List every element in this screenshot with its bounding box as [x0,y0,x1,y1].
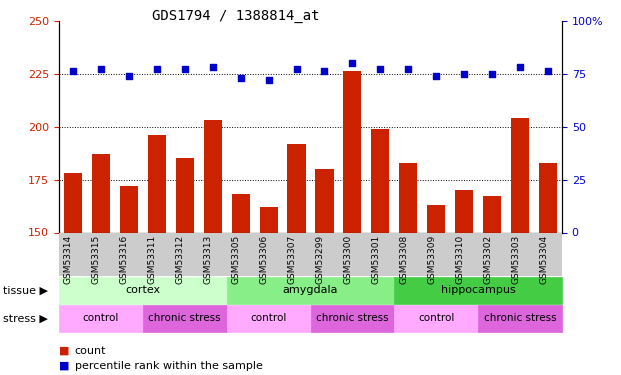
Point [292,66,302,72]
Bar [288,144,306,375]
Bar [204,120,222,375]
Point [431,73,441,79]
Point [152,66,161,72]
Bar [260,207,278,375]
Text: GSM53309: GSM53309 [427,234,436,284]
Point [487,70,497,76]
Text: GSM53306: GSM53306 [260,234,268,284]
Text: GSM53300: GSM53300 [343,234,353,284]
Bar [232,194,250,375]
Bar [539,163,557,375]
Text: GDS1794 / 1388814_at: GDS1794 / 1388814_at [152,9,320,23]
Text: GSM53307: GSM53307 [288,234,297,284]
Text: GSM53305: GSM53305 [232,234,241,284]
Point [68,69,78,75]
Bar [315,169,333,375]
Point [543,69,553,75]
Text: stress ▶: stress ▶ [3,314,48,323]
Point [404,66,414,72]
Text: GSM53315: GSM53315 [92,234,101,284]
Text: GSM53310: GSM53310 [455,234,465,284]
Text: GSM53302: GSM53302 [483,234,492,284]
Text: GSM53301: GSM53301 [371,234,380,284]
Bar [455,190,473,375]
Text: control: control [83,314,119,323]
Text: chronic stress: chronic stress [484,314,556,323]
Text: GSM53299: GSM53299 [315,234,325,284]
Point [207,64,217,70]
Text: GSM53308: GSM53308 [399,234,409,284]
Bar [399,163,417,375]
Bar [120,186,138,375]
Point [515,64,525,70]
Bar [92,154,110,375]
Point [348,60,358,66]
Point [459,70,469,76]
Bar [371,129,389,375]
Point [235,75,245,81]
Text: chronic stress: chronic stress [316,314,389,323]
Text: GSM53313: GSM53313 [204,234,212,284]
Point [124,73,134,79]
Text: percentile rank within the sample: percentile rank within the sample [75,361,263,370]
Text: hippocampus: hippocampus [441,285,515,295]
Text: count: count [75,346,106,355]
Point [263,77,273,83]
Bar [176,158,194,375]
Bar [148,135,166,375]
Bar [511,118,529,375]
Text: ■: ■ [59,361,70,370]
Bar [483,196,501,375]
Point [375,66,385,72]
Text: amygdala: amygdala [283,285,338,295]
Text: ■: ■ [59,346,70,355]
Bar [427,205,445,375]
Text: control: control [250,314,287,323]
Bar [64,173,82,375]
Text: GSM53314: GSM53314 [64,234,73,284]
Text: control: control [418,314,455,323]
Text: GSM53311: GSM53311 [148,234,157,284]
Text: GSM53316: GSM53316 [120,234,129,284]
Point [180,66,190,72]
Text: cortex: cortex [125,285,160,295]
Point [96,66,106,72]
Text: GSM53304: GSM53304 [539,234,548,284]
Point [319,69,329,75]
Text: chronic stress: chronic stress [148,314,221,323]
Bar [343,72,361,375]
Text: GSM53312: GSM53312 [176,234,185,284]
Text: tissue ▶: tissue ▶ [3,285,48,295]
Text: GSM53303: GSM53303 [511,234,520,284]
